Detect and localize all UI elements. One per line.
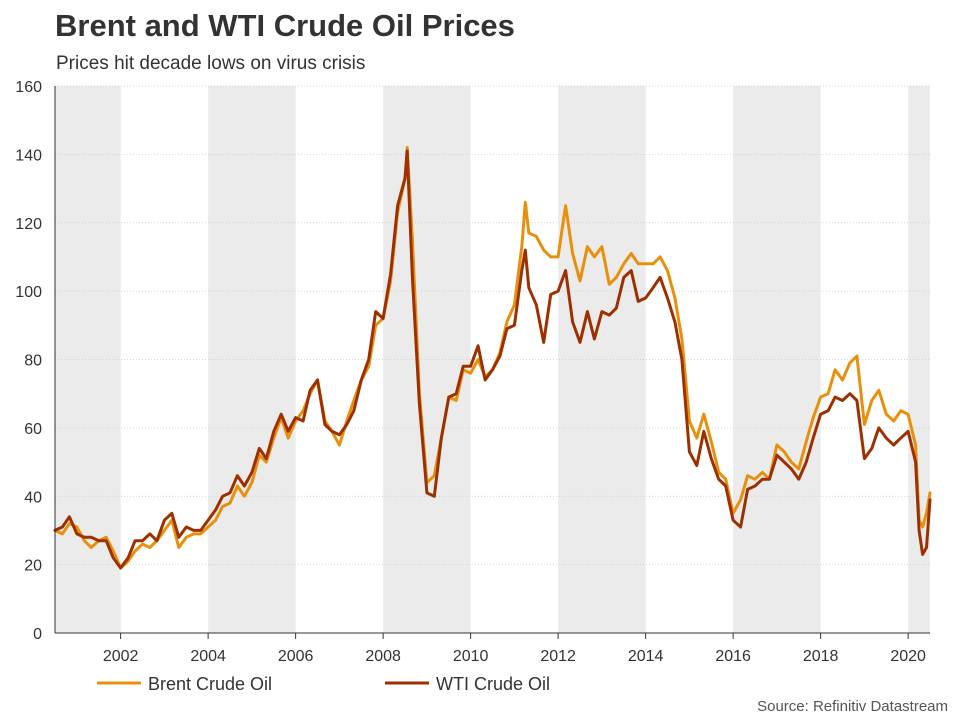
x-tick-label-2010: 2010 <box>453 648 489 665</box>
series-lines <box>53 146 932 570</box>
gridlines <box>55 85 930 566</box>
x-tick-label-2006: 2006 <box>278 648 314 665</box>
x-tick-label-2014: 2014 <box>628 648 664 665</box>
shaded-band-1 <box>208 86 296 633</box>
series-line-wti <box>53 149 932 570</box>
y-tick-label-20: 20 <box>24 558 42 575</box>
legend-label-wti: WTI Crude Oil <box>436 674 550 694</box>
shaded-band-4 <box>733 86 821 633</box>
y-tick-label-60: 60 <box>24 421 42 438</box>
chart-title: Brent and WTI Crude Oil Prices <box>55 8 515 43</box>
y-tick-label-80: 80 <box>24 353 42 370</box>
x-tick-label-2004: 2004 <box>190 648 226 665</box>
y-tick-label-120: 120 <box>15 216 42 233</box>
y-tick-label-140: 140 <box>15 147 42 164</box>
legend-label-brent: Brent Crude Oil <box>148 674 272 694</box>
source-note: Source: Refinitiv Datastream <box>757 698 948 715</box>
x-tick-label-2012: 2012 <box>540 648 576 665</box>
x-tick-label-2008: 2008 <box>365 648 401 665</box>
y-tick-label-40: 40 <box>24 489 42 506</box>
chart-subtitle: Prices hit decade lows on virus crisis <box>56 53 366 74</box>
y-tick-label-100: 100 <box>15 284 42 301</box>
x-tick-label-2016: 2016 <box>715 648 751 665</box>
x-tick-label-2020: 2020 <box>890 648 926 665</box>
x-tick-label-2002: 2002 <box>103 648 139 665</box>
y-tick-label-0: 0 <box>33 626 42 643</box>
x-tick-label-2018: 2018 <box>803 648 839 665</box>
legend: Brent Crude Oil WTI Crude Oil <box>97 674 550 694</box>
axes: 0 20 40 60 80 100 120 140 160 2002 2004 2006 2008 201… <box>15 79 930 665</box>
shaded-bands <box>55 86 930 633</box>
y-tick-label-160: 160 <box>15 79 42 96</box>
